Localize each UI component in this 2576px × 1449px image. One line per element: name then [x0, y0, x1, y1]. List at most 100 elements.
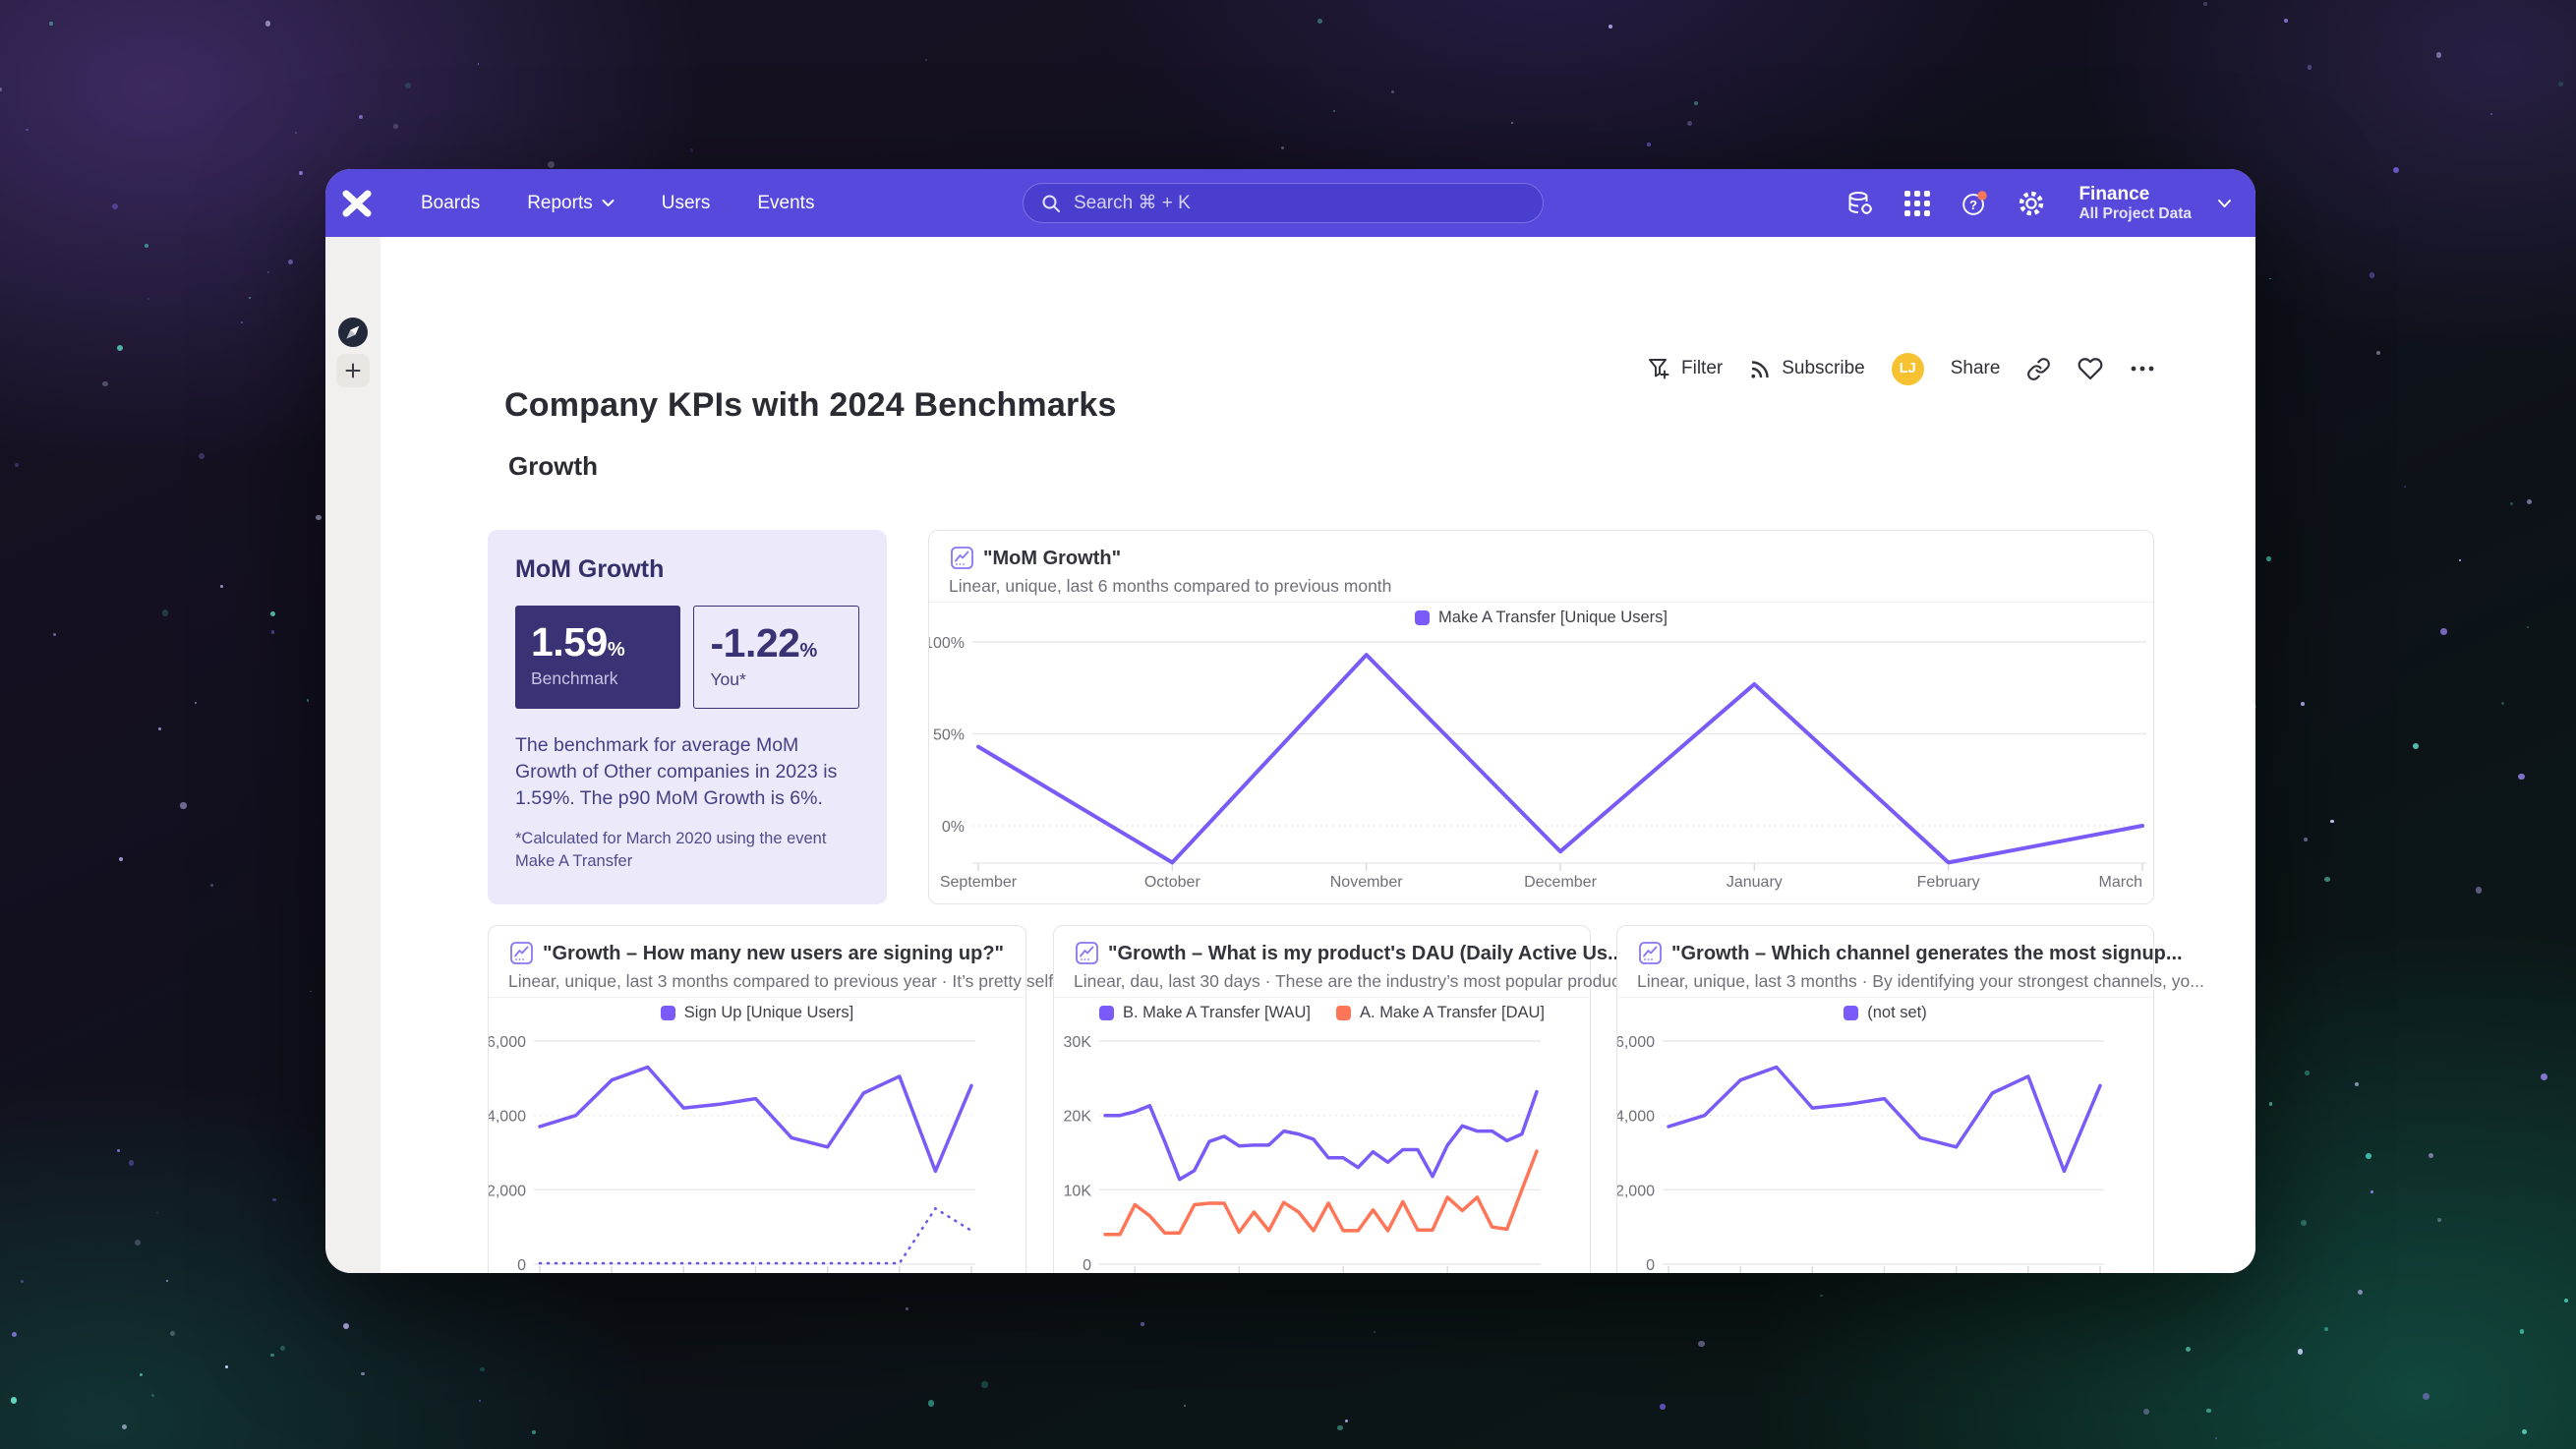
legend-swatch	[1336, 1006, 1352, 1020]
search-placeholder: Search ⌘ + K	[1074, 193, 1191, 213]
line-chart-icon	[1639, 942, 1662, 969]
svg-text:50%: 50%	[933, 727, 965, 744]
chart-legend: Sign Up [Unique Users]	[489, 1004, 1025, 1022]
chart-card-signups[interactable]: "Growth – How many new users are signing…	[487, 925, 1073, 1273]
favorite-button[interactable]	[2078, 357, 2103, 380]
chart-subtitle: Linear, unique, last 3 months · By ident…	[1637, 971, 2204, 991]
legend-item: B. Make A Transfer [WAU]	[1098, 1004, 1311, 1022]
heart-icon	[2078, 358, 2103, 380]
svg-text:November: November	[1330, 874, 1403, 891]
nav-item-reports[interactable]: Reports	[503, 169, 638, 237]
svg-text:10K: 10K	[1064, 1183, 1092, 1199]
legend-item: Make A Transfer [Unique Users]	[1415, 609, 1668, 627]
line-chart-icon	[1076, 942, 1098, 969]
page-title: Company KPIs with 2024 Benchmarks	[504, 386, 1117, 424]
svg-text:0%: 0%	[942, 819, 965, 836]
project-name: Finance	[2078, 183, 2150, 204]
avatar[interactable]: LJ	[1891, 352, 1924, 385]
board-content: Filter Subscribe LJ Share	[381, 237, 2255, 1273]
chart-subtitle: Linear, unique, last 3 months compared t…	[508, 971, 1073, 991]
settings-icon[interactable]	[2016, 188, 2047, 219]
share-button[interactable]: Share	[1950, 358, 2001, 378]
svg-text:0: 0	[1083, 1257, 1091, 1273]
ellipsis-icon	[2132, 366, 2154, 372]
chart-title[interactable]: "Growth – How many new users are signing…	[543, 943, 1005, 964]
chart-card-channels[interactable]: "Growth – Which channel generates the mo…	[1615, 925, 2204, 1273]
svg-text:30K: 30K	[1064, 1034, 1092, 1051]
rss-icon	[1751, 360, 1769, 378]
plus-icon	[345, 363, 361, 378]
chart-subtitle: Linear, unique, last 6 months compared t…	[949, 576, 1392, 596]
chart-canvas[interactable]: 100% 50% 0% September October November Decembe…	[924, 625, 2155, 910]
svg-text:20K: 20K	[1064, 1109, 1092, 1126]
chart-legend: (not set)	[1617, 1004, 2153, 1022]
svg-text:0: 0	[517, 1257, 526, 1273]
chart-title[interactable]: "MoM Growth"	[983, 548, 1122, 569]
chart-title[interactable]: "Growth – What is my product's DAU (Dail…	[1108, 943, 1624, 964]
svg-text:4,000: 4,000	[489, 1109, 526, 1126]
benchmark-card-title: MoM Growth	[515, 555, 665, 583]
link-icon	[2027, 357, 2051, 380]
benchmark-card[interactable]: MoM Growth 1.59% Benchmark -1.22% You* T…	[488, 530, 887, 904]
project-subtitle: All Project Data	[2078, 204, 2192, 222]
nav-item-events[interactable]: Events	[757, 192, 815, 213]
project-switcher[interactable]: Finance All Project Data	[2078, 184, 2192, 223]
add-board-button[interactable]	[336, 354, 370, 387]
you-value-box: -1.22% You*	[693, 606, 859, 709]
svg-text:2,000: 2,000	[489, 1183, 526, 1199]
app-window: Boards Reports Users Events Search ⌘ + K	[325, 169, 2255, 1273]
legend-swatch	[660, 1006, 675, 1020]
svg-text:0: 0	[1646, 1257, 1655, 1273]
compass-button[interactable]	[336, 316, 370, 349]
chart-card-dau[interactable]: "Growth – What is my product's DAU (Dail…	[1053, 925, 1639, 1273]
section-title: Growth	[508, 451, 598, 481]
mixpanel-logo[interactable]	[340, 187, 374, 220]
chart-title[interactable]: "Growth – Which channel generates the mo…	[1671, 943, 2183, 964]
help-icon[interactable]: ?	[1959, 188, 1990, 219]
search-icon	[1042, 195, 1060, 212]
more-options-button[interactable]	[2130, 365, 2155, 373]
nav-item-boards[interactable]: Boards	[421, 192, 481, 213]
benchmark-value-box: 1.59% Benchmark	[515, 606, 681, 709]
svg-text:January: January	[1727, 874, 1783, 891]
board-toolbar: Filter Subscribe LJ Share	[1648, 349, 2155, 388]
svg-text:6,000: 6,000	[489, 1034, 526, 1051]
nav-item-users[interactable]: Users	[661, 192, 711, 213]
copy-link-button[interactable]	[2026, 357, 2051, 381]
chart-card-mom-growth[interactable]: "MoM Growth" Linear, unique, last 6 mont…	[924, 530, 2154, 904]
svg-text:December: December	[1524, 874, 1597, 891]
data-icon[interactable]	[1844, 188, 1876, 219]
svg-text:October: October	[1144, 874, 1201, 891]
svg-text:?: ?	[1969, 198, 1977, 212]
legend-swatch	[1098, 1006, 1114, 1020]
chart-legend: Make A Transfer [Unique Users]	[929, 609, 2153, 627]
chevron-down-icon	[602, 200, 615, 206]
svg-text:March: March	[2099, 874, 2142, 891]
svg-text:4,000: 4,000	[1617, 1109, 1655, 1126]
benchmark-description: The benchmark for average MoM Growth of …	[515, 734, 838, 809]
subscribe-button[interactable]: Subscribe	[1749, 358, 1865, 380]
legend-item: Sign Up [Unique Users]	[660, 1004, 853, 1022]
svg-text:February: February	[1917, 874, 1980, 891]
svg-text:September: September	[940, 874, 1018, 891]
benchmark-footnote: *Calculated for March 2020 using the eve…	[515, 829, 827, 870]
legend-item: A. Make A Transfer [DAU]	[1336, 1004, 1545, 1022]
line-chart-icon	[510, 942, 533, 969]
top-navbar: Boards Reports Users Events Search ⌘ + K	[325, 169, 2255, 237]
apps-grid-icon[interactable]	[1902, 188, 1933, 219]
search-input[interactable]: Search ⌘ + K	[1023, 183, 1544, 223]
filter-button[interactable]: Filter	[1648, 358, 1723, 379]
legend-item: (not set)	[1844, 1004, 1927, 1022]
chevron-down-icon[interactable]	[2217, 199, 2232, 208]
svg-text:2,000: 2,000	[1617, 1183, 1655, 1199]
chart-legend: B. Make A Transfer [WAU] A. Make A Transf…	[1054, 1004, 1590, 1022]
legend-swatch	[1415, 610, 1431, 625]
legend-swatch	[1844, 1006, 1859, 1020]
left-rail	[325, 237, 381, 1273]
chart-canvas[interactable]: 30K20K10K0Mar 2Mar 9Mar 16Mar 23	[1054, 1024, 1593, 1273]
svg-text:100%: 100%	[929, 635, 965, 652]
filter-icon	[1649, 359, 1669, 379]
